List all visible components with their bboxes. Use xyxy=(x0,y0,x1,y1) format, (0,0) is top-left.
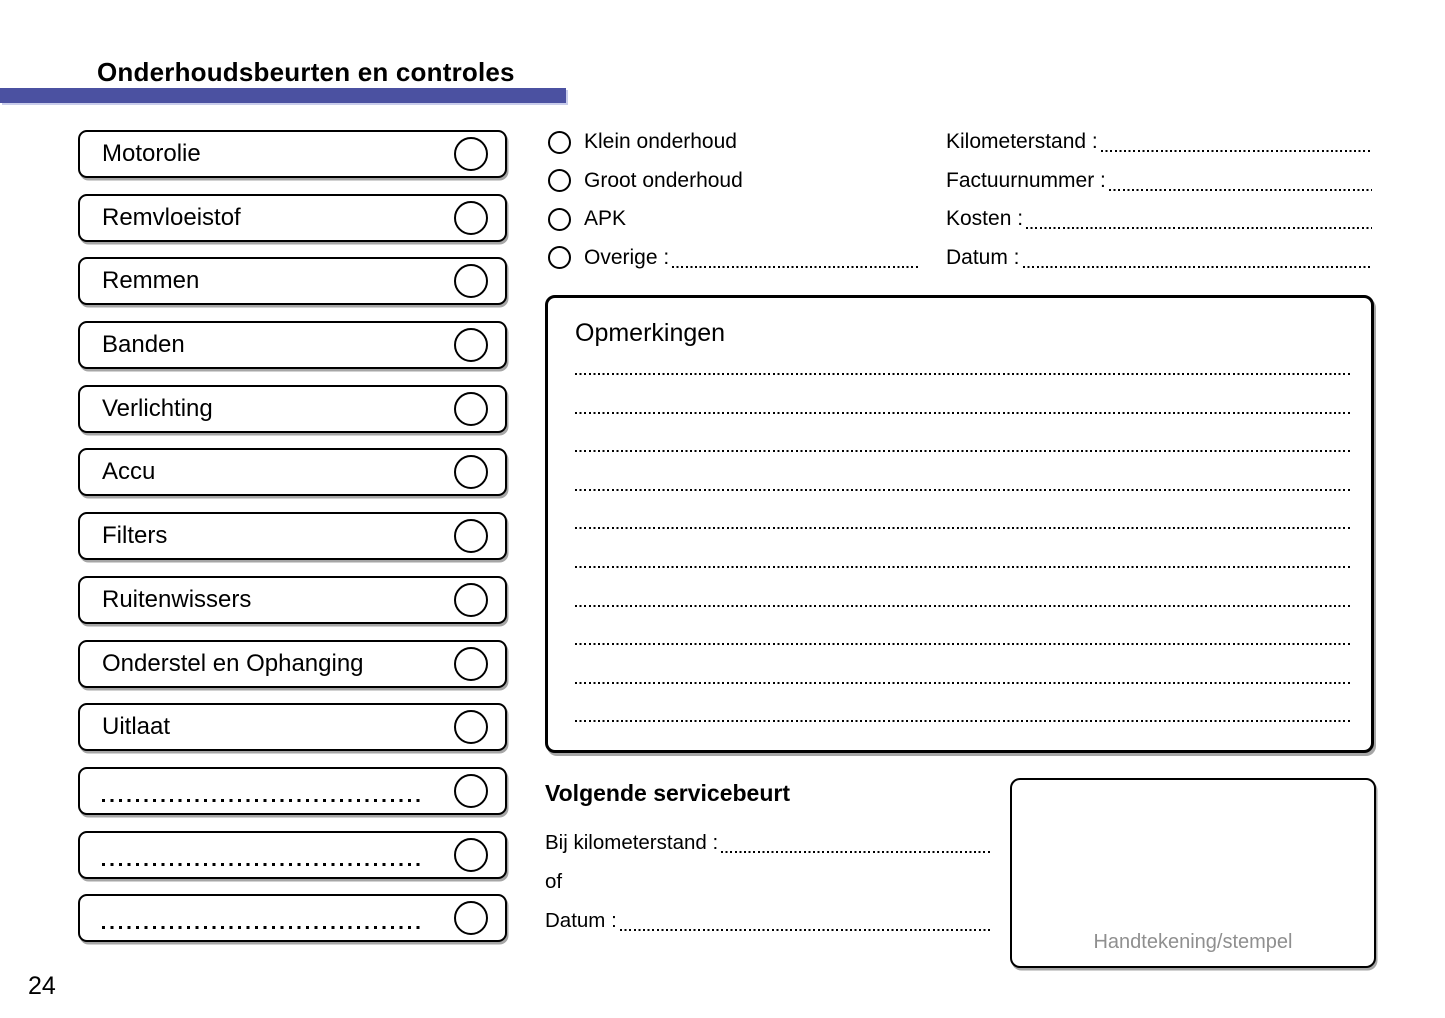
check-circle[interactable] xyxy=(454,264,488,299)
field-label: Kilometerstand : xyxy=(946,130,1098,153)
check-circle[interactable] xyxy=(454,200,488,235)
checklist-label: Remvloeistof xyxy=(102,203,241,231)
checklist-row-accu: Accu xyxy=(78,448,507,497)
next-service-date-row: Datum : xyxy=(545,909,992,933)
next-service-km-fill-line[interactable] xyxy=(721,831,991,855)
remarks-fill-line[interactable] xyxy=(575,604,1351,607)
check-circle[interactable] xyxy=(454,710,488,745)
remarks-fill-line[interactable] xyxy=(575,411,1351,414)
check-circle[interactable] xyxy=(454,646,488,681)
next-service-title: Volgende servicebeurt xyxy=(545,780,790,806)
option-apk: APK xyxy=(548,207,920,231)
next-service-km-row: Bij kilometerstand : xyxy=(545,831,991,855)
checklist-row-verlichting: Verlichting xyxy=(78,384,507,433)
remarks-fill-line[interactable] xyxy=(575,566,1351,568)
field-kosten: Kosten : xyxy=(946,207,1372,231)
next-service-or-label: of xyxy=(545,870,563,893)
radio-circle[interactable] xyxy=(548,169,571,193)
factuurnummer-fill-line[interactable] xyxy=(1108,169,1373,193)
next-service-section: Volgende servicebeurt Bij kilometerstand… xyxy=(545,780,992,948)
radio-label: Groot onderhoud xyxy=(584,168,743,192)
kosten-fill-line[interactable] xyxy=(1026,207,1372,231)
remarks-fill-line[interactable] xyxy=(575,373,1351,375)
checklist-row-custom-2 xyxy=(78,830,507,879)
remarks-fill-line[interactable] xyxy=(575,527,1351,530)
check-circle[interactable] xyxy=(454,455,488,490)
checklist-label: Onderstel en Ophanging xyxy=(102,649,364,677)
datum-fill-line[interactable] xyxy=(1022,246,1373,270)
checklist-label: Uitlaat xyxy=(102,713,171,741)
field-label: Factuurnummer : xyxy=(946,168,1106,192)
field-factuurnummer: Factuurnummer : xyxy=(946,168,1373,193)
checklist-row-onderstel: Onderstel en Ophanging xyxy=(78,639,507,688)
checklist-label: Filters xyxy=(102,522,168,550)
checklist-row-uitlaat: Uitlaat xyxy=(78,703,507,752)
radio-circle[interactable] xyxy=(548,207,571,231)
checklist-label: Banden xyxy=(102,331,185,359)
checklist-row-banden: Banden xyxy=(78,321,507,370)
checklist-label: Verlichting xyxy=(102,394,213,422)
check-circle[interactable] xyxy=(454,391,488,426)
invoice-fields: Kilometerstand : Factuurnummer : Kosten … xyxy=(946,130,1373,284)
next-service-km-label: Bij kilometerstand : xyxy=(545,831,719,854)
signature-hint-label: Handtekening/stempel xyxy=(1093,931,1293,953)
check-circle[interactable] xyxy=(454,328,488,363)
checklist-label: Accu xyxy=(102,458,156,486)
page-number: 24 xyxy=(28,972,56,1000)
checklist-row-filters: Filters xyxy=(78,512,507,561)
field-label: Kosten : xyxy=(946,207,1024,231)
next-service-or-row: of xyxy=(545,870,991,894)
maintenance-checklist: Motorolie Remvloeistof Remmen Banden Ver… xyxy=(78,130,507,958)
checklist-label: Motorolie xyxy=(102,140,201,167)
page-title: Onderhoudsbeurten en controles xyxy=(97,57,515,87)
radio-circle[interactable] xyxy=(548,130,571,154)
remarks-fill-line[interactable] xyxy=(575,488,1351,491)
check-circle[interactable] xyxy=(454,582,488,617)
custom-item-fill-line[interactable] xyxy=(102,896,420,940)
remarks-fill-line[interactable] xyxy=(575,681,1351,684)
remarks-fill-line[interactable] xyxy=(575,643,1351,646)
checklist-row-remvloeistof: Remvloeistof xyxy=(78,193,507,242)
checklist-row-motorolie: Motorolie xyxy=(78,130,507,178)
check-circle[interactable] xyxy=(454,137,488,171)
radio-circle[interactable] xyxy=(548,246,571,270)
radio-label: Overige : xyxy=(584,245,670,269)
custom-item-fill-line[interactable] xyxy=(102,769,420,813)
check-circle[interactable] xyxy=(454,837,488,872)
remarks-box: Opmerkingen xyxy=(545,295,1374,753)
check-circle[interactable] xyxy=(454,773,488,808)
checklist-row-remmen: Remmen xyxy=(78,257,507,306)
field-label: Datum : xyxy=(946,245,1020,269)
field-kilometerstand: Kilometerstand : xyxy=(946,130,1373,154)
checklist-label: Remmen xyxy=(102,267,200,295)
next-service-date-fill-line[interactable] xyxy=(619,909,992,933)
option-klein-onderhoud: Klein onderhoud xyxy=(548,130,920,154)
remarks-fill-line[interactable] xyxy=(575,450,1351,453)
option-groot-onderhoud: Groot onderhoud xyxy=(548,169,920,193)
kilometerstand-fill-line[interactable] xyxy=(1100,130,1373,154)
checklist-row-custom-3 xyxy=(78,894,507,943)
custom-item-fill-line[interactable] xyxy=(102,833,420,877)
title-underline-bar xyxy=(0,88,566,103)
radio-label: Klein onderhoud xyxy=(584,130,737,153)
checklist-row-ruitenwissers: Ruitenwissers xyxy=(78,575,507,624)
checklist-row-custom-1 xyxy=(78,766,507,815)
service-type-options: Klein onderhoud Groot onderhoud APK Over… xyxy=(548,130,920,284)
checklist-label: Ruitenwissers xyxy=(102,585,252,613)
option-overige: Overige : xyxy=(548,246,920,270)
remarks-fill-line[interactable] xyxy=(575,720,1351,723)
next-service-date-label: Datum : xyxy=(545,909,617,932)
overige-fill-line[interactable] xyxy=(672,246,920,270)
radio-label: APK xyxy=(584,207,627,231)
signature-box[interactable]: Handtekening/stempel xyxy=(1010,778,1376,968)
field-datum: Datum : xyxy=(946,245,1373,270)
check-circle[interactable] xyxy=(454,901,488,936)
check-circle[interactable] xyxy=(454,519,488,554)
remarks-title: Opmerkingen xyxy=(575,319,726,347)
